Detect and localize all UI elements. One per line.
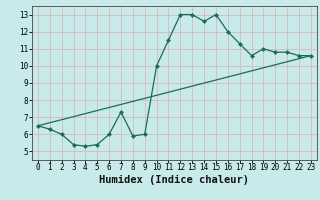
X-axis label: Humidex (Indice chaleur): Humidex (Indice chaleur) bbox=[100, 175, 249, 185]
